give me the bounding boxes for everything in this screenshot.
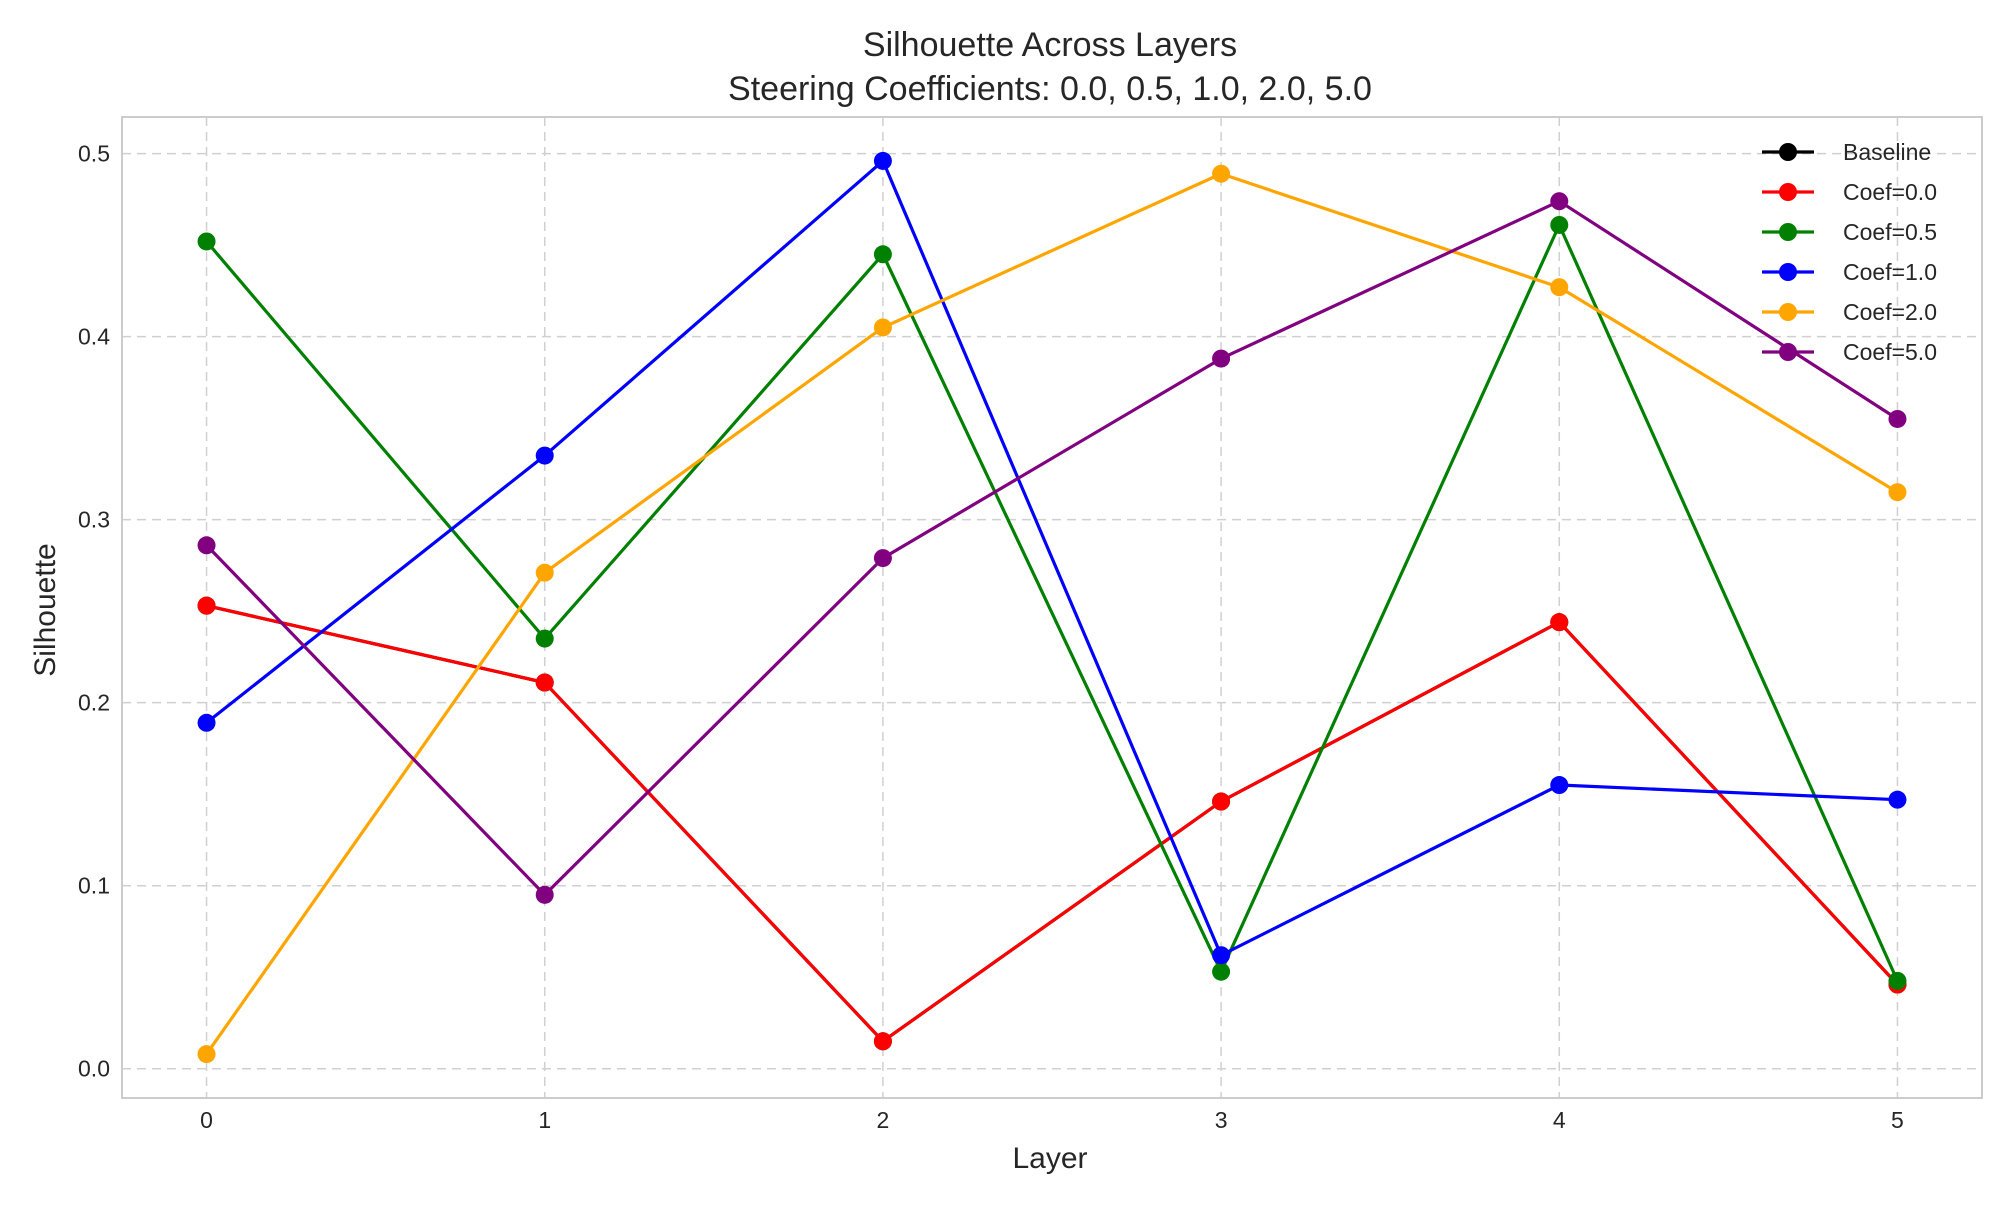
data-point (197, 232, 216, 251)
data-point (1550, 776, 1569, 795)
series-line (204, 604, 1900, 1043)
series-line (204, 199, 1900, 897)
series-coef-0-5 (197, 215, 1907, 990)
data-point (1550, 613, 1569, 632)
data-point (197, 536, 216, 555)
series-coef-0-0 (197, 596, 1907, 1051)
y-tick-label: 0.2 (78, 690, 110, 716)
series-baseline (197, 596, 1907, 1051)
legend-marker (1779, 343, 1797, 361)
legend-label: Coef=2.0 (1843, 299, 1937, 325)
series-coef-2-0 (197, 164, 1907, 1064)
legend-label: Coef=0.5 (1843, 219, 1937, 245)
legend-item: Baseline (1762, 139, 1931, 165)
series-coef-5-0 (197, 192, 1907, 904)
data-point (1550, 215, 1569, 234)
series-coef-1-0 (197, 151, 1907, 965)
series-line (204, 604, 1900, 1043)
legend-item: Coef=5.0 (1762, 339, 1937, 365)
series-line (204, 159, 1900, 957)
data-point (535, 563, 554, 582)
data-point (1212, 946, 1231, 965)
data-point (197, 1045, 216, 1064)
data-point (1888, 971, 1907, 990)
data-point (1212, 164, 1231, 183)
data-point (1888, 790, 1907, 809)
x-tick-label: 1 (538, 1107, 551, 1133)
data-point (197, 713, 216, 732)
data-point (873, 1032, 892, 1051)
series-line (204, 223, 1900, 983)
legend-item: Coef=0.0 (1762, 179, 1937, 205)
data-point (873, 549, 892, 568)
data-point (1212, 349, 1231, 368)
data-point (535, 673, 554, 692)
legend: Baseline Coef=0.0 Coef=0.5 Coef=1.0 Coef=2.0… (1762, 139, 1937, 365)
data-point (1888, 409, 1907, 428)
y-tick-label: 0.4 (78, 324, 110, 350)
x-tick-label: 2 (877, 1107, 890, 1133)
data-point (873, 151, 892, 170)
data-point (1212, 962, 1231, 981)
legend-marker (1779, 263, 1797, 281)
y-tick-label: 0.0 (78, 1056, 110, 1082)
data-point (1212, 792, 1231, 811)
legend-item: Coef=2.0 (1762, 299, 1937, 325)
x-tick-label: 0 (200, 1107, 213, 1133)
legend-marker (1779, 183, 1797, 201)
tick-labels: 0 1 2 3 4 5 0.0 0.1 0.2 0.3 0.4 0.5 (78, 141, 1904, 1133)
data-point (873, 245, 892, 264)
x-tick-label: 3 (1215, 1107, 1228, 1133)
grid (122, 117, 1982, 1098)
legend-marker (1779, 223, 1797, 241)
legend-marker (1779, 303, 1797, 321)
y-tick-label: 0.3 (78, 507, 110, 533)
legend-label: Coef=0.0 (1843, 179, 1937, 205)
data-point (1550, 192, 1569, 211)
chart-subtitle: Steering Coefficients: 0.0, 0.5, 1.0, 2.… (728, 70, 1372, 108)
plot-frame (121, 116, 1983, 1099)
series-group (197, 151, 1907, 1064)
legend-item: Coef=1.0 (1762, 259, 1937, 285)
data-point (873, 318, 892, 337)
legend-label: Baseline (1843, 139, 1931, 165)
x-tick-label: 4 (1553, 1107, 1566, 1133)
x-tick-label: 5 (1891, 1107, 1904, 1133)
legend-marker (1779, 143, 1797, 161)
legend-item: Coef=0.5 (1762, 219, 1937, 245)
x-axis-label: Layer (1012, 1142, 1087, 1175)
data-point (1888, 483, 1907, 502)
data-point (1550, 278, 1569, 297)
data-point (535, 446, 554, 465)
legend-label: Coef=1.0 (1843, 259, 1937, 285)
chart-title: Silhouette Across Layers (863, 26, 1237, 64)
y-tick-label: 0.5 (78, 141, 110, 167)
legend-label: Coef=5.0 (1843, 339, 1937, 365)
data-point (535, 629, 554, 648)
y-axis-label: Silhouette (29, 543, 62, 676)
series-line (204, 172, 1900, 1056)
data-point (197, 596, 216, 615)
data-point (535, 885, 554, 904)
y-tick-label: 0.1 (78, 873, 110, 899)
